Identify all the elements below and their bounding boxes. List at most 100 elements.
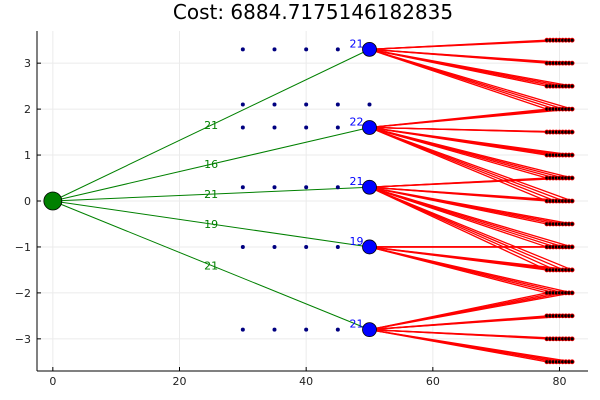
hub-customer-edge: [369, 186, 573, 202]
candidate-point: [304, 327, 309, 332]
hub-customer-edge: [369, 48, 573, 64]
customer-point: [569, 83, 575, 89]
hub-label: 21: [350, 37, 364, 50]
candidate-point: [304, 102, 309, 107]
customer-point: [569, 129, 575, 135]
customer-point: [569, 313, 575, 319]
x-tick-label: 20: [173, 375, 187, 388]
y-tick-label: −2: [15, 287, 31, 300]
candidate-point: [335, 125, 340, 130]
edge-label: 21: [204, 188, 218, 201]
hub-label: 21: [350, 175, 364, 188]
depot-hub-edge: [52, 126, 370, 202]
candidate-point: [272, 125, 277, 130]
candidate-point: [304, 125, 309, 130]
y-tick-label: 0: [24, 195, 31, 208]
y-tick-label: 1: [24, 149, 31, 162]
candidate-point: [240, 47, 245, 52]
candidate-point: [304, 244, 309, 249]
depot-hub-edge: [52, 200, 370, 248]
hub-customer-edge: [369, 177, 573, 188]
hub-customer-edge: [369, 39, 573, 51]
hub-customer-edge: [369, 186, 573, 271]
candidate-point: [335, 244, 340, 249]
hub-customer-edge: [369, 126, 573, 156]
x-tick-label: 0: [49, 375, 56, 388]
axis-layer: 0 20 40 60 80 −3 −2 −1 0 1 2 3: [15, 31, 588, 388]
hub-customer-edge: [369, 108, 573, 129]
y-tick-label: 3: [24, 57, 31, 70]
hub-customer-edge: [369, 315, 573, 331]
point-layer: [43, 37, 575, 365]
customer-point: [569, 267, 575, 273]
hub-node: [362, 239, 377, 255]
hub-customer-edge: [369, 126, 573, 133]
customer-point: [569, 106, 575, 112]
candidate-point: [335, 47, 340, 52]
depot-hub-edge: [52, 48, 370, 202]
edge-label: 19: [204, 218, 218, 231]
hub-customer-edge: [369, 186, 573, 225]
hub-label: 22: [350, 115, 364, 128]
candidate-point: [240, 125, 245, 130]
depot-hub-edge: [52, 200, 370, 331]
candidate-point: [272, 327, 277, 332]
hub-customer-edge: [369, 328, 573, 340]
hub-label: 21: [350, 318, 364, 331]
customer-point: [569, 290, 575, 296]
candidate-point: [304, 47, 309, 52]
x-tick-label: 60: [426, 375, 440, 388]
hub-label: 19: [350, 235, 364, 248]
candidate-point: [335, 185, 340, 190]
hub-node: [362, 120, 377, 135]
x-tick-label: 80: [553, 375, 567, 388]
candidate-point: [272, 102, 277, 107]
edge-layer: [52, 39, 573, 363]
customer-point: [569, 336, 575, 342]
hub-customer-edge: [369, 246, 573, 271]
depot-node: [43, 191, 63, 211]
candidate-point: [272, 244, 277, 249]
hub-node: [362, 41, 377, 57]
y-tick-label: 2: [24, 103, 31, 116]
candidate-point: [240, 244, 245, 249]
hub-customer-edge: [369, 126, 573, 202]
y-tick-label: −1: [15, 241, 31, 254]
edge-label: 16: [204, 158, 218, 171]
hub-node: [362, 179, 377, 195]
customer-point: [569, 175, 575, 181]
hub-customer-edge: [369, 48, 573, 87]
depot-hub-edge: [52, 186, 370, 202]
hub-customer-edge: [369, 329, 573, 363]
candidate-point: [272, 185, 277, 190]
hub-node: [362, 322, 377, 338]
customer-point: [569, 60, 575, 66]
hub-customer-edge: [369, 186, 573, 248]
candidate-point: [335, 327, 340, 332]
candidate-point: [304, 185, 309, 190]
customer-point: [569, 244, 575, 250]
candidate-point: [240, 102, 245, 107]
edge-label: 21: [204, 259, 218, 272]
x-tick-label: 40: [299, 375, 313, 388]
hub-customer-edge: [369, 292, 573, 331]
customer-point: [569, 152, 575, 158]
hub-customer-edge: [369, 246, 573, 294]
candidate-point: [367, 102, 372, 107]
customer-point: [569, 37, 575, 43]
label-layer: 21 22 21 19 21 21 16 21 19 21: [204, 37, 363, 330]
edge-label: 21: [204, 119, 218, 132]
candidate-point: [272, 47, 277, 52]
customer-point: [569, 221, 575, 227]
candidate-point: [335, 102, 340, 107]
candidate-point: [240, 327, 245, 332]
chart-title: Cost: 6884.7175146182835: [173, 0, 453, 24]
customer-point: [569, 359, 575, 365]
candidate-point: [240, 185, 245, 190]
y-tick-label: −3: [15, 333, 31, 346]
customer-point: [569, 198, 575, 204]
hub-customer-edge: [369, 126, 573, 179]
hub-customer-edge: [369, 48, 573, 110]
